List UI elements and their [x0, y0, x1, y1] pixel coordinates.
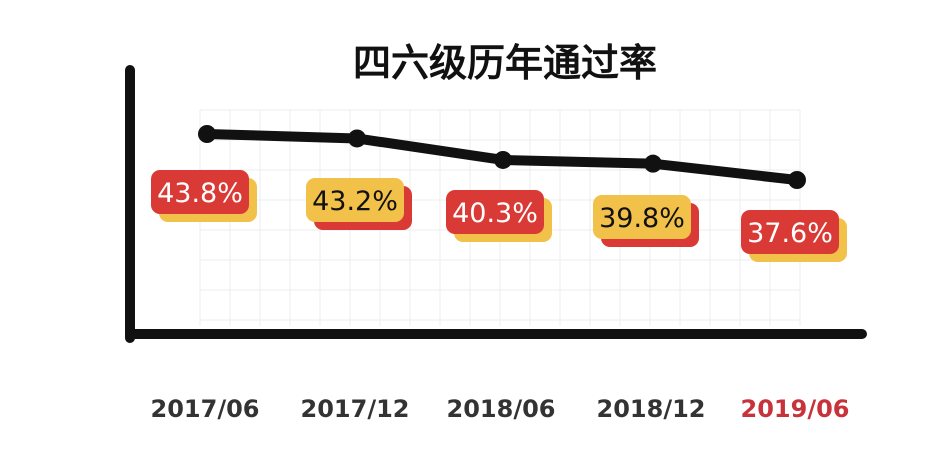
- x-tick-labels-layer: 2017/06 2017/12 2018/06 2018/12 2019/06: [151, 395, 850, 423]
- data-label-badge: 39.8%: [593, 195, 699, 247]
- data-label: 43.8%: [157, 178, 243, 209]
- data-point-2018-12: [644, 154, 662, 173]
- data-label-badge: 37.6%: [741, 210, 847, 262]
- data-labels-layer: 43.8% 43.2% 40.3% 39.8% 37.6%: [151, 170, 847, 262]
- data-label: 37.6%: [747, 218, 833, 249]
- data-point-2017-12: [348, 129, 366, 148]
- data-point-2019-06: [788, 171, 806, 189]
- data-label: 39.8%: [599, 203, 685, 234]
- data-label-badge-background: [446, 190, 544, 234]
- chart-title: 四六级历年通过率: [353, 41, 657, 85]
- data-label-badge: 43.8%: [151, 170, 257, 222]
- x-tick-label: 2018/12: [597, 395, 706, 423]
- data-point-2018-06: [494, 150, 512, 169]
- data-label-badge-background: [151, 170, 249, 214]
- x-tick-label: 2018/06: [447, 395, 556, 423]
- x-tick-label: 2017/12: [301, 395, 410, 423]
- data-label-badge-background: [741, 210, 839, 254]
- x-tick-label: 2017/06: [151, 395, 260, 423]
- data-label-badge: 40.3%: [446, 190, 552, 242]
- points-layer: [198, 125, 806, 189]
- data-label-badge-background: [306, 178, 404, 222]
- data-point-2017-06: [198, 125, 216, 143]
- data-label-badge: 43.2%: [306, 178, 412, 230]
- data-label-badge-background: [593, 195, 691, 239]
- data-label: 40.3%: [452, 198, 538, 229]
- x-tick-label: 2019/06: [741, 395, 850, 423]
- data-label: 43.2%: [312, 186, 398, 217]
